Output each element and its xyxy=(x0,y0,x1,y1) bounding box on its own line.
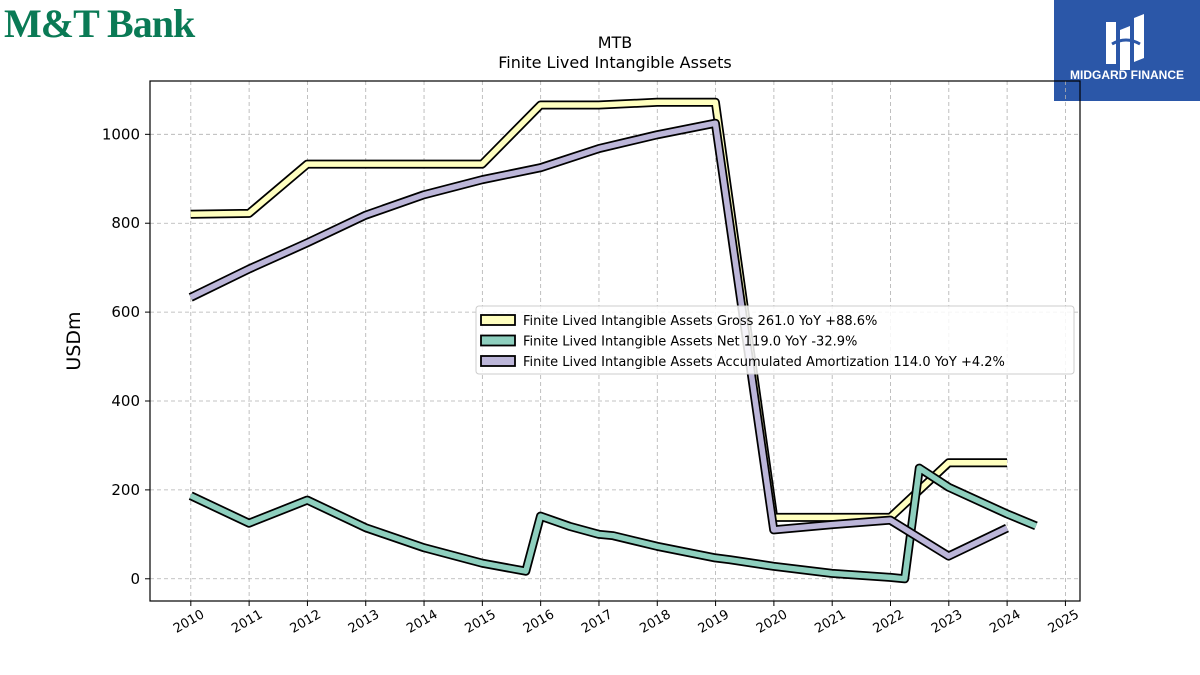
y-tick-label: 0 xyxy=(130,570,140,588)
x-tick-label: 2022 xyxy=(871,607,907,637)
legend-box xyxy=(475,305,1075,375)
midgard-finance-logo: MIDGARD FINANCE xyxy=(1054,0,1200,101)
x-tick-label: 2017 xyxy=(579,607,615,637)
legend-swatch-rect xyxy=(480,314,516,326)
x-tick-label: 2012 xyxy=(288,607,324,637)
series-lines xyxy=(188,97,1038,584)
legend-swatch-rect xyxy=(480,334,516,347)
x-tick-label: 2013 xyxy=(346,607,382,637)
legend-label: Finite Lived Intangible Assets Net 119.0… xyxy=(523,335,857,350)
series-line-1 xyxy=(188,463,1038,584)
partner-wordmark: MIDGARD FINANCE xyxy=(1070,68,1184,82)
y-tick-label: 600 xyxy=(111,303,140,321)
legend-swatch-rect xyxy=(480,355,516,367)
x-tick-label: 2011 xyxy=(229,607,265,637)
chart-subtitle: Finite Lived Intangible Assets xyxy=(498,53,731,72)
logo-text: M&T Bank xyxy=(4,1,195,46)
legend: Finite Lived Intangible Assets Gross 261… xyxy=(475,305,1075,375)
x-tick-label: 2024 xyxy=(987,607,1023,637)
x-tick-label: 2010 xyxy=(171,607,207,637)
legend-label: Finite Lived Intangible Assets Gross 261… xyxy=(523,314,877,329)
series-stroke xyxy=(189,120,1009,559)
legend-swatch xyxy=(480,314,516,326)
y-axis-label: USDm xyxy=(63,311,85,370)
y-tick-label: 400 xyxy=(111,392,140,410)
series-line-2 xyxy=(188,118,1009,561)
legend-swatch xyxy=(480,334,516,347)
legend-label: Finite Lived Intangible Assets Accumulat… xyxy=(523,355,1005,370)
x-tick-label: 2019 xyxy=(696,607,732,637)
plot-frame xyxy=(149,80,1081,602)
x-tick-label: 2014 xyxy=(404,607,440,637)
x-tick-label: 2021 xyxy=(812,607,848,637)
x-tick-label: 2023 xyxy=(929,607,965,637)
y-tick-label: 200 xyxy=(111,481,140,499)
series-stroke xyxy=(189,465,1038,582)
x-tick-label: 2016 xyxy=(521,607,557,637)
midgard-emblem-icon xyxy=(1106,14,1144,70)
y-tick-label: 800 xyxy=(111,214,140,232)
x-tick-label: 2015 xyxy=(463,607,499,637)
legend-swatch xyxy=(480,355,516,367)
y-tick-label: 1000 xyxy=(102,125,140,143)
x-tick-label: 2020 xyxy=(754,607,790,637)
x-tick-label: 2025 xyxy=(1046,607,1082,637)
x-tick-label: 2018 xyxy=(637,607,673,637)
mt-bank-logo: M&T Bank xyxy=(4,0,195,47)
chart-title: MTB xyxy=(598,33,633,52)
